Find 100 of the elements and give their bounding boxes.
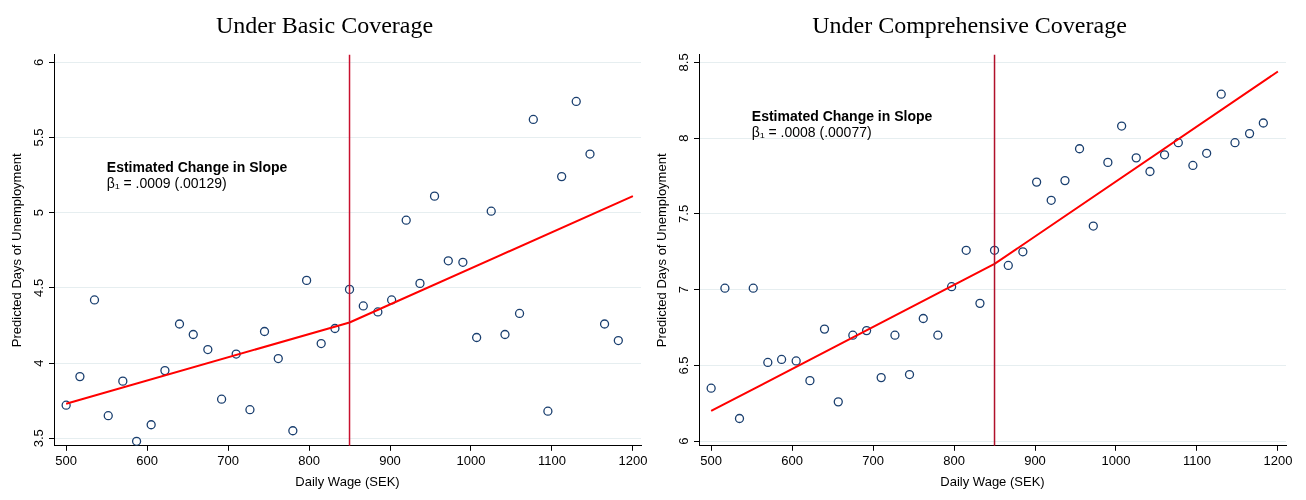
y-axis-title: Predicted Days of Unemployment [654,153,670,348]
x-tick-label: 900 [1024,453,1046,469]
x-tick-label: 700 [217,453,239,469]
point [1060,175,1070,186]
point [471,332,482,343]
point [918,313,928,324]
point [386,295,397,305]
annotation: β₁ = .0009 (.00129) [106,175,227,192]
x-tick-label: 500 [55,453,77,469]
x-tick-label: 1100 [537,453,566,469]
point [288,426,298,436]
point [833,397,843,407]
point [989,245,1000,255]
point [1046,195,1056,205]
point [344,284,355,295]
point [188,329,198,340]
point [301,275,312,286]
point [1018,247,1028,257]
x-tick-label: 1000 [1101,453,1131,469]
point [146,420,156,430]
x-tick-label: 1200 [1263,453,1293,469]
point [500,329,510,340]
point [443,256,453,266]
point [1103,157,1113,168]
annotation: β₁ = .0008 (.00077) [751,124,872,141]
y-tick-label: 6.5 [676,356,692,375]
point [876,372,886,383]
point [748,283,758,293]
point [585,149,595,159]
x-tick-label: 800 [298,453,320,469]
point [706,383,716,393]
point [734,413,745,424]
point [358,301,368,311]
point [1003,260,1013,271]
point [458,257,468,267]
y-tick-label: 3.5 [31,429,47,448]
x-tick-label: 900 [379,453,401,469]
point [819,324,830,334]
point [174,319,185,329]
y-tick-label: 4 [31,359,47,367]
point [1074,144,1085,154]
point [401,215,411,225]
y-tick-label: 8.5 [676,53,692,72]
point [763,357,773,368]
point [373,307,383,317]
point [571,96,581,107]
point [613,335,623,346]
point [975,298,985,308]
point [273,353,283,364]
point [75,371,85,382]
point [1216,89,1226,99]
x-tick-label: 700 [862,453,884,469]
point [61,400,71,410]
point [961,245,971,255]
point [848,330,858,340]
annotation: Estimated Change in Slope [751,108,933,125]
point [330,323,340,334]
point [1131,153,1141,163]
y-tick-label: 5.5 [31,128,47,147]
point [1088,221,1098,231]
point [543,406,553,416]
point [861,325,872,336]
point [528,114,538,125]
y-axis-title: Predicted Days of Unemployment [9,153,25,348]
point [805,375,815,386]
y-tick-label: 8 [676,134,692,142]
y-tick-label: 4.5 [31,278,47,297]
point [904,369,915,380]
point [1031,177,1042,187]
point [1173,138,1183,148]
point [946,282,957,292]
x-tick-label: 500 [700,453,722,469]
point [933,330,943,340]
point [245,405,255,415]
point [131,436,142,446]
point [1244,128,1255,139]
point [599,319,610,329]
point [557,171,567,182]
point [890,330,900,340]
point [776,354,787,365]
point [1145,166,1155,177]
point [720,283,730,293]
x-tick-label: 800 [943,453,965,469]
point [429,191,440,201]
point [1159,150,1170,160]
point [415,278,425,289]
point [1202,148,1212,158]
point [231,349,241,359]
chart-title: Under Comprehensive Coverage [812,11,1127,38]
x-tick-label: 600 [781,453,803,469]
point [1230,138,1240,148]
point [216,394,227,404]
point [89,295,100,305]
x-tick-label: 1200 [618,453,648,469]
x-axis-title: Daily Wage (SEK) [295,473,400,489]
y-tick-label: 6 [31,58,47,66]
point [160,365,170,376]
y-tick-label: 5 [31,209,47,217]
point [1188,160,1198,171]
point [486,206,496,216]
